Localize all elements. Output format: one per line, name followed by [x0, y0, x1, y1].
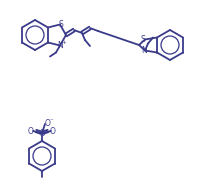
Text: O: O: [45, 119, 51, 128]
Text: N: N: [141, 46, 147, 55]
Text: O: O: [50, 126, 56, 135]
Text: N: N: [57, 41, 63, 50]
Text: S: S: [39, 129, 45, 137]
Text: O: O: [28, 126, 34, 135]
Text: S: S: [59, 20, 63, 29]
Text: ⁻: ⁻: [49, 118, 53, 124]
Text: S: S: [141, 35, 145, 44]
Text: +: +: [61, 41, 66, 46]
